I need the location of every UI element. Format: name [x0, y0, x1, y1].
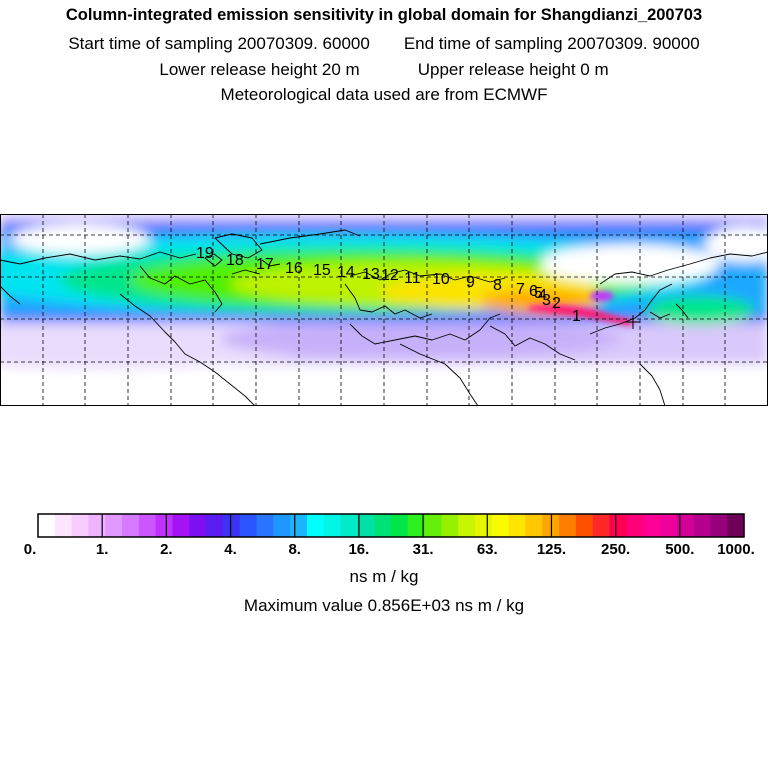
graticule [0, 214, 768, 406]
colorbar-swatch [592, 514, 611, 537]
colorbar-swatch [525, 514, 543, 537]
colorbar-swatch [424, 514, 443, 537]
colorbar-swatch [38, 514, 56, 537]
colorbar-swatch [306, 514, 325, 537]
plot-title: Column-integrated emission sensitivity i… [65, 6, 703, 24]
colorbar-units: ns m / kg [349, 567, 419, 586]
sampling-times: Start time of sampling 20070309. 60000 En… [0, 34, 768, 54]
colorbar-swatch [323, 514, 342, 537]
traj-label-18: 18 [226, 252, 244, 269]
lower-release-text: Lower release height 20 m [159, 60, 360, 79]
colorbar-swatch [290, 514, 308, 537]
traj-label-11: 11 [404, 270, 421, 287]
colorbar-swatch [727, 514, 745, 537]
traj-label-10: 10 [432, 271, 450, 288]
colorbar-swatch [71, 514, 90, 537]
end-sampling-text: End time of sampling 20070309. 90000 [403, 34, 700, 53]
release-point-marker [626, 315, 640, 329]
colorbar-swatch [105, 514, 123, 537]
colorbar-swatch [559, 514, 577, 537]
meteo-source-text: Meteorological data used are from ECMWF [220, 85, 548, 104]
traj-label-19: 19 [196, 245, 214, 262]
colorbar-swatch [693, 514, 711, 537]
colorbar-tick-labels: 0. 1. 2. 4. 8. 16. 31. 63. 125. 250. 500. 1000. [24, 541, 755, 558]
colorbar-swatch [256, 514, 274, 537]
colorbar-swatch [189, 514, 207, 537]
colorbar-swatch [138, 514, 157, 537]
colorbar-tick-label: 1. [96, 541, 109, 558]
colorbar-swatch [374, 514, 392, 537]
colorbar-swatch [710, 514, 728, 537]
colorbar-swatch [676, 514, 695, 537]
colorbar-swatch [88, 514, 106, 537]
colorbar-swatch [475, 514, 493, 537]
colorbar-swatch [643, 514, 661, 537]
traj-label-1: 1 [572, 308, 581, 325]
colorbar-swatch [357, 514, 375, 537]
colorbar-swatch [458, 514, 476, 537]
traj-label-6: 6 [529, 283, 538, 300]
colorbar-frame [37, 513, 745, 538]
colorbar-swatch [340, 514, 358, 537]
traj-label-15: 15 [313, 262, 331, 279]
traj-label-9: 9 [466, 274, 475, 291]
colorbar-swatch [122, 514, 140, 537]
traj-label-13: 13 [362, 266, 380, 283]
colorbar-swatch [206, 514, 224, 537]
colorbar-tick-label: 8. [288, 541, 301, 558]
traj-label-16: 16 [285, 260, 303, 277]
colorbar-swatch [391, 514, 409, 537]
colorbar-tick-label: 250. [601, 541, 630, 558]
colorbar-swatch [273, 514, 291, 537]
colorbar-tick-label: 125. [537, 541, 566, 558]
colorbar-swatches [38, 514, 745, 537]
maximum-value-text: Maximum value 0.856E+03 ns m / kg [243, 596, 525, 615]
traj-label-12: 12 [381, 267, 399, 284]
colorbar-major-ticks [101, 514, 681, 537]
traj-label-3: 3 [542, 292, 551, 309]
colorbar-tick-label: 4. [224, 541, 237, 558]
colorbar-tick-label: 1000. [717, 541, 755, 558]
traj-label-14: 14 [337, 264, 355, 281]
colorbar-tick-label: 0. [24, 541, 37, 558]
traj-label-17: 17 [256, 256, 274, 273]
colorbar-tick-label: 500. [665, 541, 694, 558]
start-sampling-text: Start time of sampling 20070309. 60000 [68, 34, 370, 53]
traj-label-4: 4 [538, 287, 547, 304]
upper-release-text: Upper release height 0 m [417, 60, 609, 79]
colorbar-swatch [172, 514, 190, 537]
colorbar-swatch [239, 514, 258, 537]
colorbar-tick-label: 63. [477, 541, 498, 558]
colorbar-tick-label: 31. [413, 541, 434, 558]
coastlines [0, 229, 768, 406]
colorbar-swatch [407, 514, 426, 537]
colorbar-swatch [441, 514, 459, 537]
traj-label-2: 2 [552, 295, 561, 312]
colorbar-swatch [508, 514, 527, 537]
colorbar-swatch [54, 514, 73, 537]
colorbar-tick-label: 16. [348, 541, 369, 558]
colorbar-swatch [222, 514, 241, 537]
colorbar-tick-label: 2. [160, 541, 173, 558]
colorbar-swatch [155, 514, 174, 537]
colorbar: 0. 1. 2. 4. 8. 16. 31. 63. 125. 250. 500. 1000. [24, 513, 755, 558]
trajectory-labels: 1 2 3 4 5 6 7 8 9 10 11 12 13 14 15 16 1… [196, 245, 581, 325]
colorbar-swatch [491, 514, 510, 537]
colorbar-swatch [626, 514, 644, 537]
release-heights: Lower release height 20 m Upper release h… [0, 60, 768, 80]
colorbar-swatch [575, 514, 594, 537]
colorbar-swatch [609, 514, 627, 537]
traj-label-8: 8 [493, 277, 502, 294]
emission-sensitivity-map: 1 2 3 4 5 6 7 8 9 10 11 12 13 14 15 16 1… [0, 214, 768, 406]
traj-label-5: 5 [534, 285, 543, 302]
traj-label-7: 7 [516, 281, 525, 298]
colorbar-swatch [659, 514, 678, 537]
